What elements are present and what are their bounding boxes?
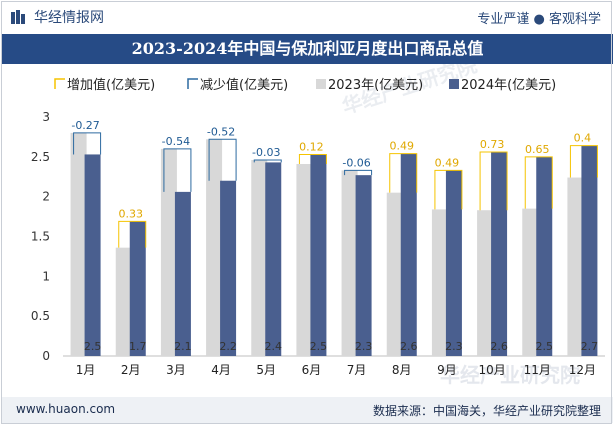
decrease-marker [344,169,373,176]
bar-2023 [386,192,403,356]
bar-value-label: 2.4 [265,340,283,353]
y-tick-label: 2.5 [31,150,50,164]
bar-value-label: 2.6 [490,340,508,353]
increase-marker [389,153,418,193]
bar-2023 [115,247,132,356]
x-tick-label: 3月 [166,363,186,377]
decrease-marker [253,159,282,163]
y-tick-label: 0.5 [31,309,50,323]
brand-name: 华经情报网 [34,10,104,26]
x-tick-label: 10月 [478,363,505,377]
watermark-text: 华经产业研究院 [440,363,580,387]
legend-label: 减少值(亿美元) [200,77,288,93]
logo-icon [11,10,25,24]
change-label: 0.4 [574,132,592,145]
x-tick-label: 6月 [302,363,322,377]
tagline: 专业严谨 ● 客观科学 [477,12,601,27]
x-tick-label: 5月 [256,363,276,377]
bar-2024 [310,154,327,356]
bar-2024 [491,152,508,356]
chart: 华经产业研究院华经产业研究院00.511.522.53-0.272.51月0.3… [31,64,605,387]
bar-2024 [445,170,462,356]
increase-marker [434,169,463,210]
bar-2024 [129,221,146,356]
bar-2023 [567,177,584,356]
x-tick-label: 2月 [121,363,141,377]
bar-2024 [174,191,191,356]
bar-2024 [400,153,417,356]
legend-2024-swatch [449,79,459,89]
chart-title: 2023-2024年中国与保加利亚月度出口商品总值 [131,39,484,58]
bar-value-label: 2.5 [536,340,554,353]
bar-2023 [341,170,358,356]
bar-value-label: 2.1 [174,340,192,353]
legend-label: 增加值(亿美元) [67,77,155,93]
data-source: 数据来源：中国海关，华经产业研究院整理 [372,404,601,418]
x-tick-label: 8月 [392,363,412,377]
legend-label: 2023年(亿美元) [328,78,423,93]
x-tick-label: 9月 [437,363,457,377]
top-bar: 华经情报网 专业严谨 ● 客观科学 [0,0,615,34]
change-label: -0.06 [342,156,370,169]
increase-marker [118,220,147,248]
bar-2023 [296,164,313,356]
bar-2024 [581,145,598,356]
bar-value-label: 1.7 [129,340,147,353]
change-label: 0.49 [435,156,460,169]
y-tick-label: 0 [42,349,50,363]
legend-label: 2024年(亿美元) [461,78,556,93]
y-tick-label: 3 [42,110,50,124]
bar-2024 [355,175,372,356]
legend-increase-swatch [54,78,65,89]
increase-marker [479,151,508,211]
bar-2023 [522,208,539,356]
change-label: 0.65 [525,143,550,156]
bar-2023 [431,209,448,356]
bar-2023 [70,132,87,356]
increase-marker [524,156,553,209]
increase-marker [298,153,327,165]
y-tick-label: 1.5 [31,230,50,244]
change-label: -0.52 [207,125,235,138]
change-label: -0.03 [252,146,280,159]
change-label: 0.33 [119,207,144,220]
bar-2024 [536,156,553,356]
bar-value-label: 2.2 [219,340,237,353]
bar-2024 [220,180,237,356]
change-label: 0.12 [299,140,324,153]
legend-2023-swatch [316,79,326,89]
bar-value-label: 2.6 [400,340,418,353]
bar-2024 [84,154,101,356]
decrease-marker [73,132,102,155]
bar-2024 [265,162,282,356]
legend-decrease-swatch [187,78,198,89]
footer: www.huaon.com 数据来源：中国海关，华经产业研究院整理 [2,397,613,423]
x-tick-label: 1月 [76,363,96,377]
bar-2023 [251,160,268,356]
x-tick-label: 7月 [347,363,367,377]
bar-2023 [160,148,177,356]
bar-value-label: 2.5 [84,340,102,353]
x-tick-label: 4月 [211,363,231,377]
bar-2023 [206,139,223,356]
bar-value-label: 2.5 [310,340,328,353]
increase-marker [569,145,598,178]
x-tick-label: 11月 [524,363,551,377]
x-tick-label: 12月 [569,363,596,377]
y-tick-label: 2 [42,190,50,204]
decrease-marker [208,138,237,181]
change-label: -0.54 [162,135,190,148]
bar-2023 [477,210,494,356]
website-url[interactable]: www.huaon.com [16,402,116,416]
bar-value-label: 2.3 [445,340,463,353]
decrease-marker [163,148,192,192]
y-tick-label: 1 [42,269,50,283]
change-label: 0.73 [480,138,505,151]
change-label: -0.27 [71,119,99,132]
bar-value-label: 2.3 [355,340,373,353]
title-bar: 2023-2024年中国与保加利亚月度出口商品总值 [2,34,613,64]
bar-value-label: 2.7 [581,340,599,353]
change-label: 0.49 [390,140,415,153]
